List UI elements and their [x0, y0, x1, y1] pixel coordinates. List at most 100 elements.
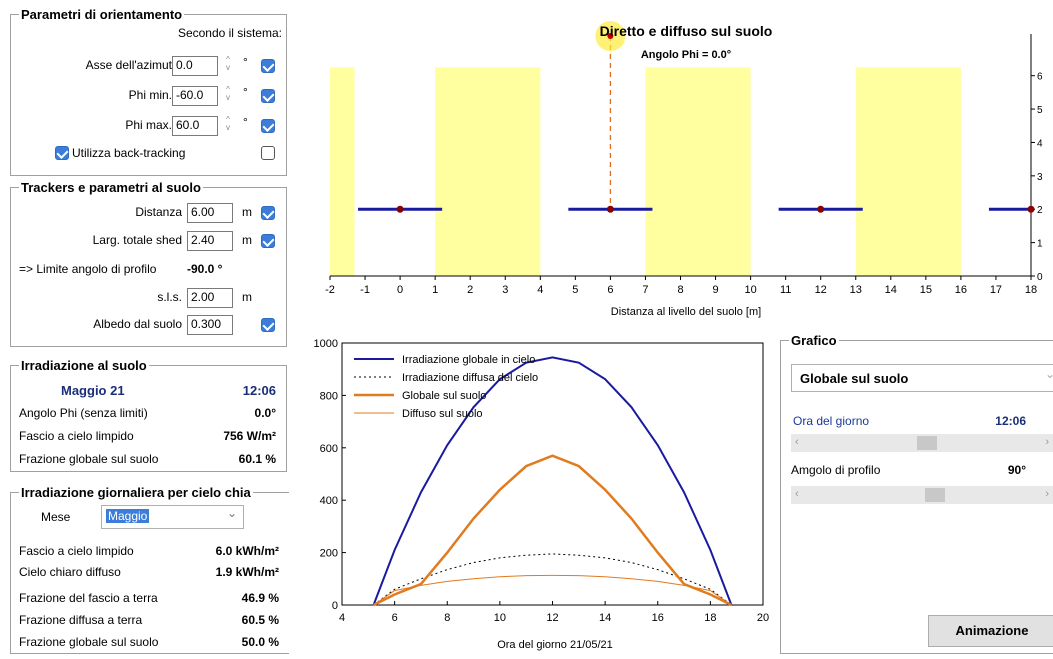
shed-field[interactable]: 2.40 — [187, 231, 233, 251]
y-tick-label: 800 — [320, 390, 338, 402]
chevron-left-icon[interactable]: ‹ — [795, 436, 799, 448]
y-tick-label: 5 — [1037, 105, 1043, 116]
shed-checkbox[interactable] — [261, 234, 275, 248]
backtracking-label: Utilizza back-tracking — [72, 146, 186, 160]
month-select[interactable]: Maggio ⌄ — [101, 505, 244, 529]
azimuth-spinner[interactable]: ^ v — [226, 55, 230, 72]
daily-row-label: Frazione diffusa a terra — [19, 613, 143, 627]
albedo-field[interactable]: 0.300 — [187, 315, 233, 335]
irradiation-group: Irradiazione al suolo Maggio 21 12:06 An… — [10, 358, 287, 472]
grafico-title: Grafico — [789, 333, 839, 348]
diagram-subtitle: Angolo Phi = 0.0° — [641, 49, 731, 61]
profilo-slider-thumb[interactable] — [925, 488, 945, 502]
y-tick-label: 2 — [1037, 205, 1043, 216]
orientation-title: Parametri di orientamento — [19, 7, 185, 22]
x-tick-label: 10 — [494, 612, 506, 624]
month-label: Mese — [41, 510, 71, 524]
x-tick-label: 0 — [397, 284, 403, 296]
daily-row-label: Cielo chiaro diffuso — [19, 565, 121, 579]
backtracking-checkbox[interactable] — [55, 146, 69, 160]
grafico-select[interactable]: Globale sul suolo ⌄ — [791, 364, 1053, 392]
x-tick-label: 9 — [712, 284, 718, 296]
x-tick-label: 8 — [677, 284, 683, 296]
chevron-right-icon[interactable]: › — [1045, 488, 1049, 500]
lit-zone — [855, 67, 961, 276]
tracker-pivot — [606, 205, 614, 213]
albedo-label: Albedo dal suolo — [93, 317, 182, 331]
daily-title: Irradiazione giornaliera per cielo chia — [19, 485, 253, 500]
x-tick-label: 11 — [780, 284, 791, 296]
ora-slider-thumb[interactable] — [917, 436, 937, 450]
x-tick-label: 6 — [607, 284, 613, 296]
trackers-title: Trackers e parametri al suolo — [19, 180, 203, 195]
irr-row-value: 60.1 % — [238, 452, 276, 466]
ora-label: Ora del giorno — [793, 414, 870, 428]
profilo-label: Amgolo di profilo — [791, 463, 881, 477]
irr-row-value: 756 W/m² — [223, 429, 276, 443]
phimax-spinner[interactable]: ^ v — [226, 115, 230, 132]
ora-value: 12:06 — [995, 414, 1026, 428]
grafico-group: Grafico Globale sul suolo ⌄ Ora del gior… — [780, 333, 1053, 654]
profilo-value: 90° — [1007, 463, 1026, 477]
shed-unit: m — [242, 233, 252, 247]
distance-field[interactable]: 6.00 — [187, 203, 233, 223]
limit-label: => Limite angolo di profilo — [19, 262, 157, 276]
y-tick-label: 200 — [320, 548, 338, 560]
x-tick-label: 13 — [850, 284, 862, 296]
x-tick-label: 12 — [815, 284, 827, 296]
x-tick-label: 10 — [744, 284, 756, 296]
daily-row-value: 46.9 % — [241, 591, 279, 605]
legend-label: Irradiazione globale in cielo — [402, 354, 535, 366]
phimax-field[interactable]: 60.0 — [172, 116, 218, 136]
sun-center — [607, 33, 614, 39]
chevron-down-icon: ⌄ — [226, 506, 237, 520]
x-tick-label: 14 — [885, 284, 897, 296]
chevron-left-icon[interactable]: ‹ — [795, 488, 799, 500]
series-line — [372, 356, 733, 606]
sls-label: s.l.s. — [157, 290, 182, 304]
y-tick-label: 1 — [1037, 239, 1043, 250]
distance-checkbox[interactable] — [261, 206, 275, 220]
x-tick-label: -2 — [325, 284, 335, 296]
phimin-spinner[interactable]: ^ v — [226, 85, 230, 102]
albedo-checkbox[interactable] — [261, 318, 275, 332]
ora-slider[interactable]: ‹ › — [791, 434, 1053, 452]
limit-value: -90.0 ° — [187, 262, 223, 276]
y-tick-label: 3 — [1037, 172, 1043, 183]
azimuth-field[interactable]: 0.0 — [172, 56, 218, 76]
phimin-unit: ° — [243, 85, 248, 99]
lit-zone — [435, 67, 541, 276]
tracker-pivot — [1027, 205, 1035, 213]
legend-label: Globale sul suolo — [402, 390, 486, 402]
lit-zone — [645, 67, 751, 276]
x-tick-label: -1 — [360, 284, 370, 296]
irr-row-label: Frazione globale sul suolo — [19, 452, 159, 466]
azimuth-checkbox[interactable] — [261, 59, 275, 73]
phimax-label: Phi max. — [125, 118, 172, 132]
irradiation-title: Irradiazione al suolo — [19, 358, 149, 373]
sls-field[interactable]: 2.00 — [187, 288, 233, 308]
x-tick-label: 15 — [920, 284, 932, 296]
profilo-slider[interactable]: ‹ › — [791, 486, 1053, 504]
backtracking-lock-checkbox[interactable] — [261, 146, 275, 160]
daily-row-label: Frazione globale sul suolo — [19, 635, 159, 649]
tracker-pivot — [396, 205, 404, 213]
series-line — [373, 454, 732, 607]
x-tick-label: 18 — [704, 612, 716, 624]
irr-date: Maggio 21 — [61, 383, 125, 398]
daily-row-value: 1.9 kWh/m² — [215, 565, 279, 579]
chevron-right-icon[interactable]: › — [1045, 436, 1049, 448]
x-tick-label: 4 — [537, 284, 543, 296]
irr-row-label: Angolo Phi (senza limiti) — [19, 406, 148, 420]
diagram-title: Diretto e diffuso sul suolo — [600, 23, 773, 39]
x-tick-label: 14 — [599, 612, 611, 624]
animazione-button[interactable]: Animazione — [928, 615, 1053, 647]
phimin-field[interactable]: -60.0 — [172, 86, 218, 106]
phimin-checkbox[interactable] — [261, 89, 275, 103]
y-tick-label: 600 — [320, 443, 338, 455]
x-tick-label: 17 — [990, 284, 1002, 296]
phimax-checkbox[interactable] — [261, 119, 275, 133]
x-tick-label: 5 — [572, 284, 578, 296]
azimuth-unit: ° — [243, 55, 248, 69]
irr-row-value: 0.0° — [254, 406, 276, 420]
